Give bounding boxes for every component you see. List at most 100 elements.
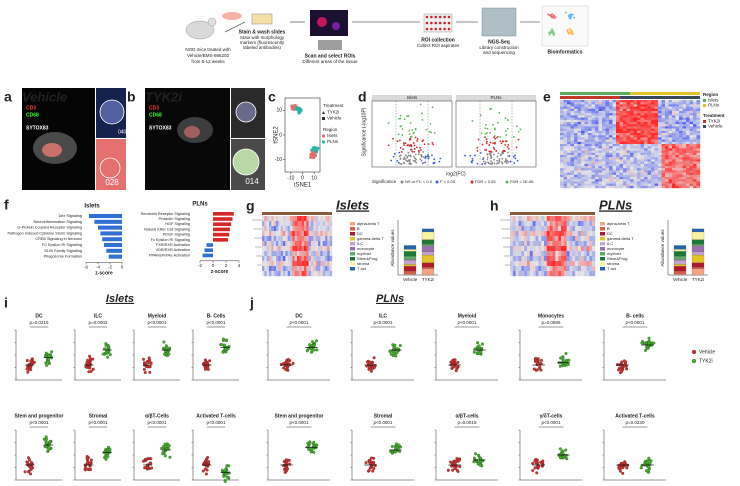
heatmap-cell [269,231,272,237]
heatmap-cell [679,172,683,175]
heatmap-cell [583,231,587,237]
heatmap-cell [315,226,319,232]
volcano-dot [416,140,418,142]
heatmap-cell [527,271,531,277]
plate-well [434,21,438,25]
heatmap-cell [574,185,578,189]
heatmap-cell [592,261,596,267]
heatmap-cell [672,119,676,123]
heatmap-cell [633,155,638,158]
data-dot [285,460,289,464]
heatmap-cell [651,166,655,169]
heatmap-cell [584,111,589,114]
heatmap-cell [612,174,617,178]
volcano-dot [404,158,407,161]
volcano-dot [507,155,510,157]
heatmap-cell [633,161,638,164]
data-dot [85,456,89,460]
heatmap-cell [672,181,676,184]
heatmap-cell [567,124,571,127]
heatmap-cell [679,108,683,112]
heatmap-cell [637,135,641,138]
heatmap-cell [619,183,624,186]
heatmap-cell [313,226,316,232]
volcano-dot [513,162,516,164]
heatmap-cell [521,236,525,242]
heatmap-cell [616,126,620,129]
heatmap-cell [560,113,564,116]
heatmap-cell [595,104,599,107]
heatmap-cell [287,236,291,242]
heatmap-cell [647,172,652,175]
heatmap-cell [586,236,590,242]
heatmap-cell [567,177,571,180]
heatmap-cell [318,261,321,267]
volcano-dot [500,161,503,164]
heatmap-cell [271,271,274,277]
heatmap-cell [301,256,305,262]
heatmap-cell [679,130,683,134]
volcano-dot [496,136,498,139]
heatmap-cell [567,135,571,138]
heatmap-cell [570,100,575,103]
heatmap-cell [633,130,638,134]
heatmap-cell [686,122,690,125]
heatmap-cell [280,261,284,267]
panel-letter: h [490,198,499,214]
heatmap-cell [647,183,652,186]
heatmap-cell [287,251,291,257]
heatmap-cell [320,271,323,277]
heatmap-cell [668,124,673,127]
legend-label: Islets [327,133,338,138]
heatmap-cell [567,141,571,145]
heatmap-cell [294,251,298,257]
mouse-icon [185,20,215,40]
heatmap-cell [584,183,589,186]
x-tick-label: 0 [301,175,304,181]
data-dot [204,472,208,476]
volcano-dot [407,151,410,154]
heatmap-cell [609,170,613,173]
heatmap-cell [311,231,314,237]
heatmap-cell [595,133,599,136]
volcano-dot [487,162,490,165]
heatmap-cell [679,152,683,156]
heatmap-cell [605,150,610,153]
volcano-dot [403,144,405,146]
data-dot [85,361,89,365]
volcano-dot [390,159,393,162]
heatmap-cell [689,170,694,173]
heatmap-cell [658,104,662,107]
heatmap-cell [693,122,697,125]
annotation-strip [560,96,620,99]
heatmap-cell [609,115,613,118]
heatmap-cell [640,102,645,105]
heatmap-cell [623,168,627,171]
heatmap-cell [301,221,305,227]
panel-letter: f [4,197,9,213]
heatmap-cell [679,150,683,153]
heatmap-cell [578,256,582,262]
heatmap-cell [327,246,330,252]
heatmap-cell [693,144,697,147]
label: Stain & wash slides [239,29,286,35]
heatmap-cell [637,119,641,123]
heatmap-cell [693,179,697,182]
heatmap-cell [591,128,596,131]
label: Bioinformatics [547,49,582,55]
heatmap-cell [567,181,571,184]
heatmap-cell [577,100,582,103]
stacked-segment [421,239,435,245]
data-dot [291,361,295,365]
heatmap-cell [598,148,603,151]
volcano-dot [397,161,400,164]
heatmap-cell [640,168,645,171]
bar [104,243,122,248]
legend-label: PLNs [327,139,339,144]
heatmap-cell [563,130,568,134]
heatmap-cell [644,119,648,123]
heatmap-cell [630,141,634,145]
legend-symbol [691,358,697,364]
volcano-dot [408,133,411,136]
heatmap-cell [609,179,613,182]
